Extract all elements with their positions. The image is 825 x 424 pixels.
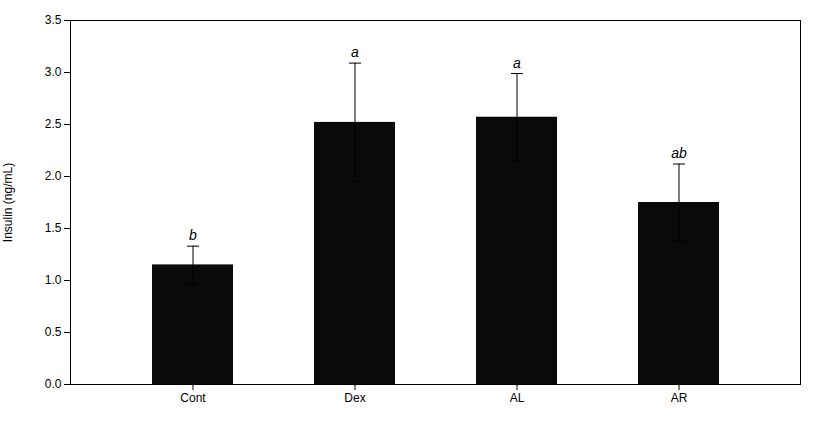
svg-text:0.0: 0.0 — [45, 377, 62, 391]
svg-text:0.5: 0.5 — [45, 325, 62, 339]
svg-text:2.0: 2.0 — [45, 169, 62, 183]
svg-text:Dex: Dex — [344, 391, 365, 405]
svg-text:b: b — [189, 227, 197, 243]
svg-text:AL: AL — [510, 391, 525, 405]
svg-text:AR: AR — [671, 391, 688, 405]
svg-text:a: a — [351, 44, 359, 60]
svg-text:Cont: Cont — [180, 391, 206, 405]
svg-text:1.5: 1.5 — [45, 221, 62, 235]
svg-text:1.0: 1.0 — [45, 273, 62, 287]
svg-text:2.5: 2.5 — [45, 117, 62, 131]
svg-text:3.5: 3.5 — [45, 13, 62, 27]
svg-text:ab: ab — [671, 145, 687, 161]
svg-text:a: a — [513, 55, 521, 71]
svg-text:Insulin (ng/mL): Insulin (ng/mL) — [1, 163, 15, 242]
svg-text:3.0: 3.0 — [45, 65, 62, 79]
